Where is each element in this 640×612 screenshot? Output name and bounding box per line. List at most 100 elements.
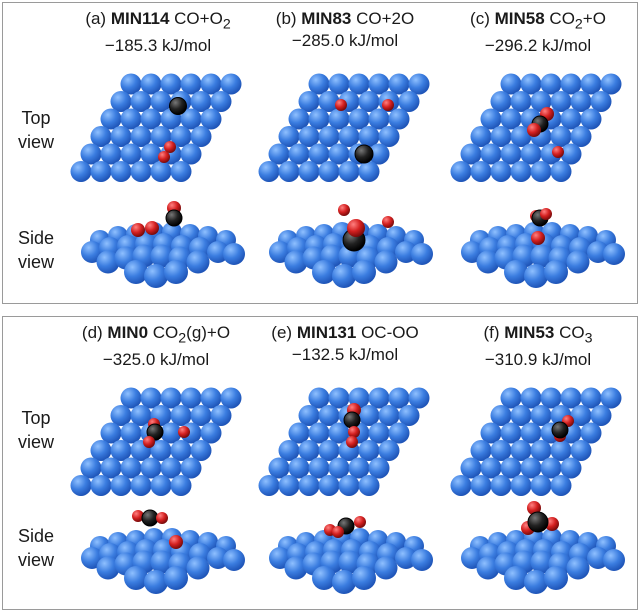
metal-atom [110, 440, 132, 461]
metal-atom [540, 73, 562, 95]
metal-atom [500, 387, 522, 409]
metal-atom [180, 73, 202, 95]
row-label-word: view [17, 432, 54, 452]
species-subscript: 2 [178, 330, 187, 347]
row-label-word: view [17, 550, 54, 570]
metal-atom [338, 161, 360, 182]
panel-species: CO [549, 9, 575, 28]
metal-atom [600, 73, 622, 95]
metal-atom [368, 108, 390, 130]
metal-atom [150, 126, 172, 147]
panel-species: CO [559, 323, 585, 342]
metal-atom [110, 405, 132, 426]
row-label-word: Side [17, 228, 55, 248]
metal-atom [378, 405, 400, 426]
metal-atom [110, 475, 132, 496]
species-tail: (g)+O [186, 323, 231, 342]
metal-atom [124, 260, 148, 284]
metal-atom [80, 457, 102, 479]
metal-atom [500, 108, 522, 130]
metal-atom [510, 161, 532, 182]
metal-atom [566, 250, 590, 274]
metal-atom [130, 126, 152, 147]
top-view-render-b [258, 73, 430, 182]
metal-atom [288, 143, 310, 165]
metal-atom [530, 91, 552, 112]
panel-energy: −132.5 kJ/mol [291, 345, 399, 364]
panel-energy: −310.9 kJ/mol [484, 350, 592, 370]
metal-atom [338, 126, 360, 147]
metal-atom [278, 161, 300, 182]
metal-atom [560, 387, 582, 409]
metal-atom [395, 547, 417, 569]
metal-atom [480, 108, 502, 130]
metal-atom [560, 108, 582, 130]
metal-atom [470, 126, 492, 147]
metal-atom [520, 387, 542, 409]
metal-atom [388, 422, 410, 444]
carbon-atom [141, 509, 159, 527]
metal-atom [90, 126, 112, 147]
metal-atom [200, 108, 222, 130]
metal-atom [358, 440, 380, 461]
oxygen-atom [354, 516, 366, 528]
metal-atom [160, 73, 182, 95]
metal-atom [374, 250, 398, 274]
metal-atom [150, 244, 174, 268]
metal-atom [544, 260, 568, 284]
metal-atom [395, 241, 417, 263]
side-view-label-row2: Side view [6, 524, 66, 572]
metal-atom [358, 126, 380, 147]
metal-atom [130, 161, 152, 182]
metal-atom [120, 73, 142, 95]
species-subscript: 3 [584, 330, 593, 347]
metal-atom [348, 108, 370, 130]
metal-atom [332, 264, 356, 288]
metal-atom [348, 73, 370, 95]
metal-atom [288, 457, 310, 479]
metal-atom [190, 440, 212, 461]
metal-atom [186, 556, 210, 580]
metal-atom [520, 143, 542, 165]
metal-atom [140, 108, 162, 130]
panel-id: MIN53 [504, 323, 555, 342]
metal-atom [490, 440, 512, 461]
metal-atom [490, 126, 512, 147]
panel-id: MIN131 [296, 323, 357, 342]
metal-atom [140, 73, 162, 95]
metal-atom [164, 566, 188, 590]
panel-energy: −185.3 kJ/mol [104, 36, 212, 56]
metal-atom [278, 475, 300, 496]
metal-atom [140, 387, 162, 409]
metal-atom [298, 440, 320, 461]
metal-atom [100, 422, 122, 444]
metal-atom [352, 566, 376, 590]
metal-atom [140, 457, 162, 479]
oxygen-atom [132, 510, 144, 522]
metal-atom [374, 556, 398, 580]
metal-atom [450, 161, 472, 182]
panel-id: MIN0 [107, 323, 149, 342]
metal-atom [328, 457, 350, 479]
metal-atom [504, 566, 528, 590]
metal-atom [180, 143, 202, 165]
metal-atom [480, 422, 502, 444]
panel-letter: (d) [81, 323, 103, 342]
metal-atom [411, 549, 433, 571]
metal-atom [150, 161, 172, 182]
metal-atom [587, 547, 609, 569]
metal-atom [470, 161, 492, 182]
metal-atom [550, 475, 572, 496]
metal-atom [358, 405, 380, 426]
panel-energy: −325.0 kJ/mol [102, 350, 210, 370]
oxygen-atom [145, 221, 159, 235]
metal-atom [358, 91, 380, 112]
top-panel-group-frame [2, 2, 638, 304]
panel-letter: (c) [470, 9, 490, 28]
metal-atom [298, 161, 320, 182]
oxygen-atom [348, 426, 360, 438]
metal-atom [150, 440, 172, 461]
metal-atom [90, 440, 112, 461]
metal-atom [308, 457, 330, 479]
metal-atom [480, 143, 502, 165]
